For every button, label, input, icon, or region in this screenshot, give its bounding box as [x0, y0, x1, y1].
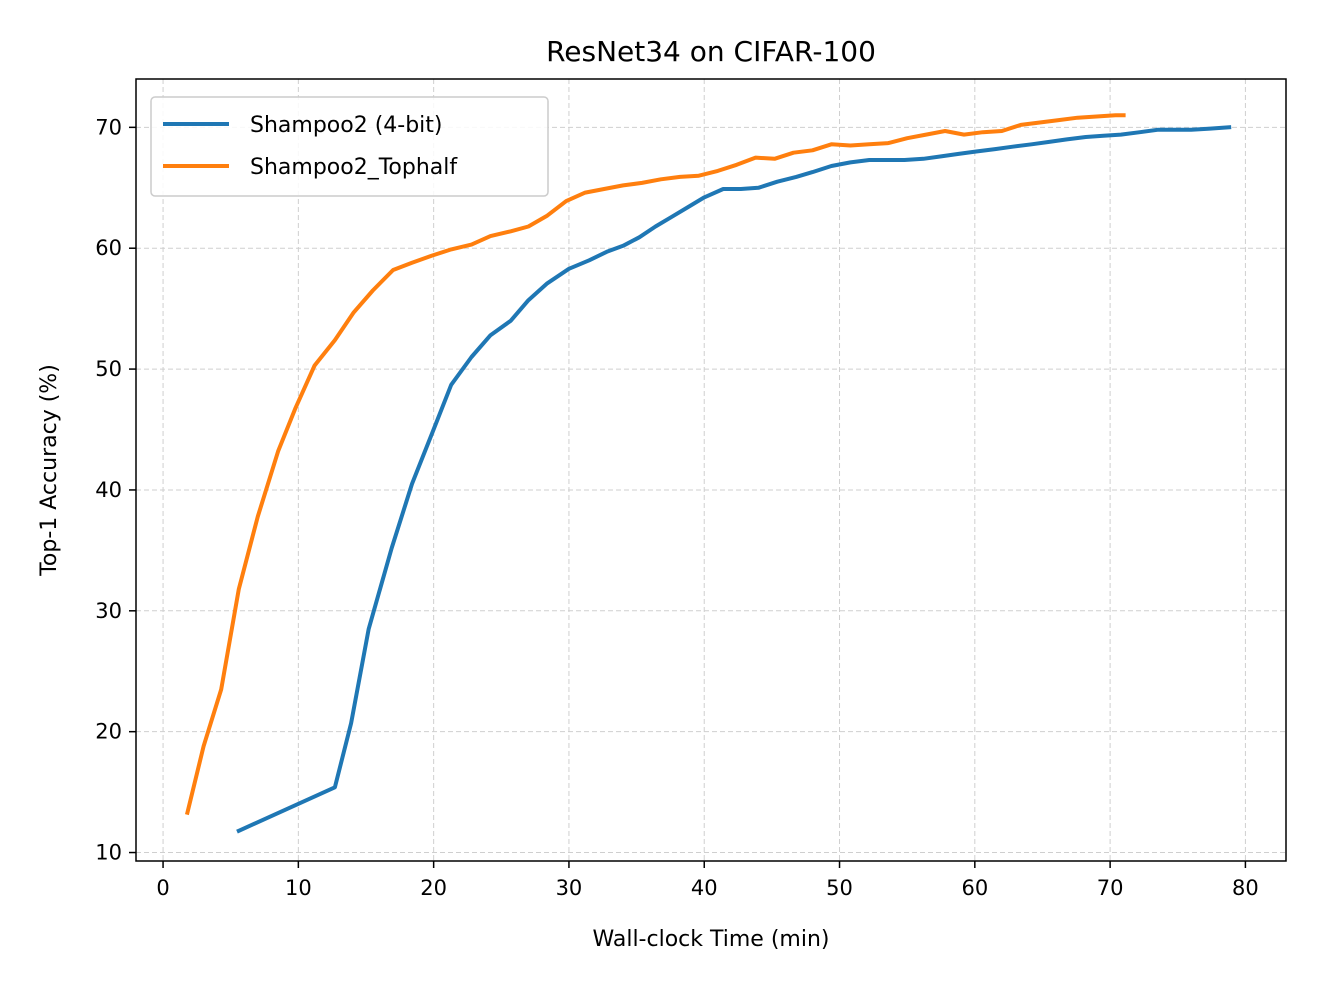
series-line-1 [236, 125, 1232, 834]
y-tick-label: 60 [95, 236, 122, 260]
x-tick-label: 70 [1097, 876, 1124, 900]
ticks-layer: 0 10 20 30 40 50 60 70 80 10 20 30 40 50 60 70 [95, 115, 1259, 900]
x-tick-label: 20 [420, 876, 447, 900]
legend: Shampoo2 (4-bit) Shampoo2_Tophalf [150, 96, 549, 197]
y-tick-label: 10 [95, 841, 122, 865]
grid-layer [136, 79, 1286, 861]
x-tick-label: 10 [285, 876, 312, 900]
x-tick-label: 80 [1232, 876, 1259, 900]
plot-area-frame [135, 78, 1287, 862]
y-axis-label: Top-1 Accuracy (%) [37, 364, 62, 577]
legend-label-2: Shampoo2_Tophalf [250, 155, 458, 180]
series-line-2 [184, 113, 1126, 816]
y-tick-label: 50 [95, 357, 122, 381]
x-tick-label: 0 [156, 876, 169, 900]
x-tick-label: 50 [826, 876, 853, 900]
legend-box [150, 96, 549, 197]
y-tick-label: 30 [95, 599, 122, 623]
y-tick-label: 70 [95, 115, 122, 139]
x-tick-label: 30 [556, 876, 583, 900]
series-layer [184, 113, 1232, 834]
x-axis-label: Wall-clock Time (min) [593, 927, 830, 952]
x-tick-label: 40 [691, 876, 718, 900]
y-tick-label: 40 [95, 478, 122, 502]
chart-title: ResNet34 on CIFAR-100 [546, 35, 876, 68]
y-tick-label: 20 [95, 720, 122, 744]
legend-label-1: Shampoo2 (4-bit) [250, 113, 443, 138]
x-tick-label: 60 [961, 876, 988, 900]
